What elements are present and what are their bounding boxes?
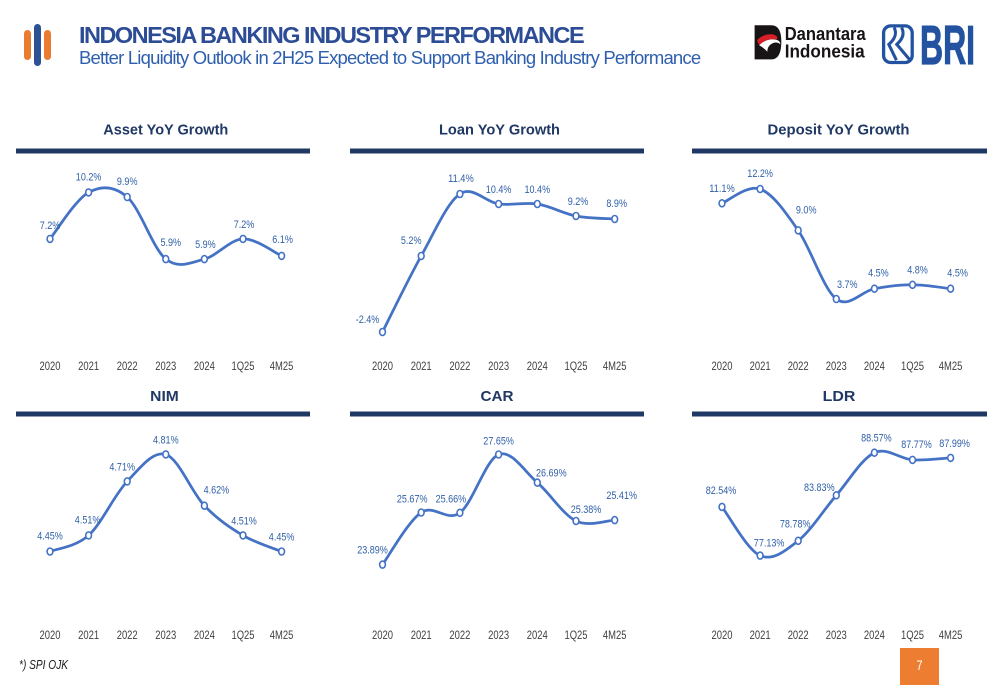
svg-text:LDR: LDR (823, 388, 856, 405)
svg-text:2023: 2023 (488, 630, 509, 642)
svg-text:5.9%: 5.9% (161, 237, 182, 249)
svg-text:27.65%: 27.65% (483, 435, 514, 447)
svg-text:2022: 2022 (449, 630, 470, 642)
svg-text:2024: 2024 (864, 630, 885, 642)
svg-text:5.2%: 5.2% (401, 235, 422, 247)
svg-text:1Q25: 1Q25 (231, 630, 254, 642)
svg-text:2021: 2021 (78, 361, 99, 373)
svg-text:4.51%: 4.51% (75, 514, 101, 526)
svg-text:87.77%: 87.77% (901, 439, 932, 451)
svg-text:NIM: NIM (150, 388, 179, 405)
svg-text:Deposit YoY Growth: Deposit YoY Growth (768, 122, 910, 139)
svg-text:1Q25: 1Q25 (901, 361, 924, 373)
svg-text:5.9%: 5.9% (195, 239, 216, 251)
svg-text:2022: 2022 (788, 630, 809, 642)
svg-text:11.1%: 11.1% (709, 183, 735, 195)
svg-text:-2.4%: -2.4% (356, 314, 380, 326)
svg-text:10.4%: 10.4% (486, 184, 512, 196)
svg-text:3.7%: 3.7% (837, 279, 858, 291)
svg-text:78.78%: 78.78% (780, 519, 811, 531)
svg-text:2022: 2022 (449, 361, 470, 373)
svg-text:2023: 2023 (826, 630, 847, 642)
svg-text:2023: 2023 (488, 361, 509, 373)
svg-text:2021: 2021 (411, 361, 432, 373)
svg-text:7.2%: 7.2% (40, 220, 61, 232)
svg-text:2020: 2020 (40, 361, 61, 373)
svg-text:2024: 2024 (194, 361, 215, 373)
svg-text:1Q25: 1Q25 (564, 630, 587, 642)
svg-text:12.2%: 12.2% (747, 168, 773, 180)
svg-text:4.71%: 4.71% (109, 461, 135, 473)
svg-text:4M25: 4M25 (270, 361, 294, 373)
svg-text:2022: 2022 (117, 361, 138, 373)
svg-text:2020: 2020 (372, 630, 393, 642)
svg-text:Loan YoY Growth: Loan YoY Growth (439, 122, 560, 139)
svg-text:4.5%: 4.5% (947, 268, 968, 280)
svg-text:25.38%: 25.38% (571, 504, 602, 516)
svg-text:83.83%: 83.83% (804, 482, 835, 494)
svg-text:Danantara: Danantara (785, 24, 867, 44)
svg-text:4M25: 4M25 (270, 630, 294, 642)
svg-text:1Q25: 1Q25 (231, 361, 254, 373)
svg-text:26.69%: 26.69% (536, 468, 567, 480)
svg-text:10.2%: 10.2% (76, 171, 102, 183)
svg-text:Indonesia: Indonesia (785, 42, 866, 62)
svg-text:25.66%: 25.66% (436, 494, 467, 506)
svg-text:2024: 2024 (527, 361, 548, 373)
svg-text:4.8%: 4.8% (907, 265, 928, 277)
svg-text:2024: 2024 (864, 361, 885, 373)
svg-text:4M25: 4M25 (603, 630, 627, 642)
svg-text:4M25: 4M25 (603, 361, 627, 373)
svg-text:2020: 2020 (372, 361, 393, 373)
svg-text:4M25: 4M25 (939, 630, 963, 642)
svg-text:88.57%: 88.57% (861, 433, 892, 445)
svg-text:77.13%: 77.13% (754, 538, 785, 550)
svg-text:4M25: 4M25 (939, 361, 963, 373)
svg-text:25.67%: 25.67% (397, 493, 428, 505)
svg-text:87.99%: 87.99% (939, 438, 970, 450)
svg-text:4.45%: 4.45% (37, 530, 63, 542)
svg-text:Asset YoY Growth: Asset YoY Growth (103, 122, 228, 139)
svg-text:2021: 2021 (750, 630, 771, 642)
svg-text:4.5%: 4.5% (868, 268, 889, 280)
svg-text:2021: 2021 (411, 630, 432, 642)
svg-text:7.2%: 7.2% (234, 219, 255, 231)
svg-text:8.9%: 8.9% (606, 198, 627, 210)
svg-text:25.41%: 25.41% (606, 490, 637, 502)
svg-text:10.4%: 10.4% (525, 184, 551, 196)
svg-text:2021: 2021 (750, 361, 771, 373)
svg-text:9.9%: 9.9% (117, 176, 138, 188)
svg-text:2020: 2020 (712, 361, 733, 373)
svg-text:2022: 2022 (788, 361, 809, 373)
svg-text:23.89%: 23.89% (357, 545, 388, 557)
svg-text:2023: 2023 (826, 361, 847, 373)
svg-text:4.62%: 4.62% (204, 485, 230, 497)
svg-text:9.0%: 9.0% (796, 204, 817, 216)
svg-text:6.1%: 6.1% (272, 234, 293, 246)
svg-text:2020: 2020 (712, 630, 733, 642)
svg-text:4.51%: 4.51% (231, 515, 257, 527)
svg-text:1Q25: 1Q25 (901, 630, 924, 642)
svg-text:11.4%: 11.4% (448, 173, 474, 185)
svg-text:2022: 2022 (117, 630, 138, 642)
svg-text:2021: 2021 (78, 630, 99, 642)
svg-text:82.54%: 82.54% (706, 485, 737, 497)
svg-text:4.45%: 4.45% (269, 531, 295, 543)
svg-text:2020: 2020 (40, 630, 61, 642)
svg-text:9.2%: 9.2% (568, 196, 589, 208)
svg-text:2024: 2024 (194, 630, 215, 642)
svg-text:4.81%: 4.81% (153, 434, 179, 446)
svg-text:BRI: BRI (920, 20, 975, 68)
svg-text:2024: 2024 (527, 630, 548, 642)
svg-text:CAR: CAR (481, 388, 514, 405)
svg-text:1Q25: 1Q25 (564, 361, 587, 373)
svg-text:2023: 2023 (155, 630, 176, 642)
svg-text:2023: 2023 (155, 361, 176, 373)
